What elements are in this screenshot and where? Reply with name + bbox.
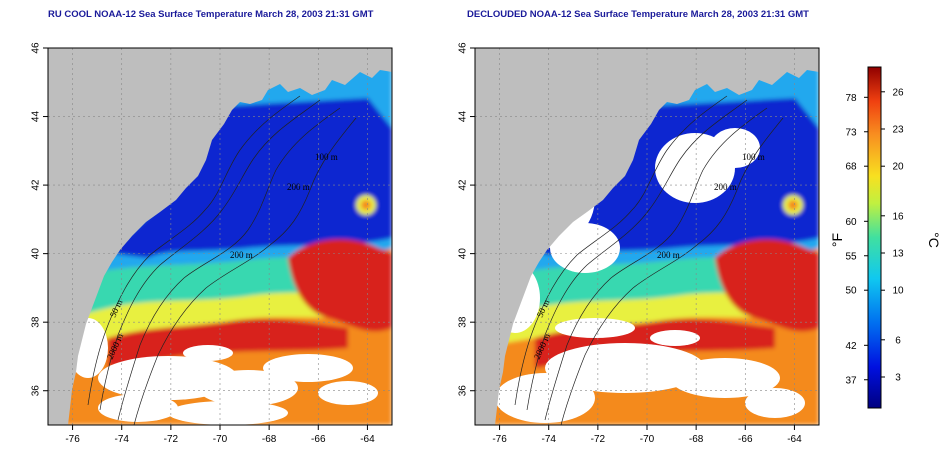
lon-tick-label: -70 bbox=[213, 434, 228, 445]
cloud-patch bbox=[650, 330, 700, 346]
celsius-tick-label: 10 bbox=[892, 286, 904, 297]
lat-tick-label: 36 bbox=[31, 385, 42, 397]
lon-tick-label: -70 bbox=[640, 434, 655, 445]
fahrenheit-tick-label: 73 bbox=[845, 127, 857, 138]
lat-tick-label: 42 bbox=[458, 179, 469, 191]
contour-label-200m-north: 200 m bbox=[287, 182, 310, 192]
colorbar: 26 23 20 16 13 10 6 3 78 73 68 60 55 50 42 37 °F °C bbox=[829, 66, 942, 409]
land-mass bbox=[48, 48, 392, 425]
left-map: 100 m 200 m 200 m 50 m 2000 m bbox=[48, 48, 392, 425]
lat-tick-label: 40 bbox=[31, 248, 42, 260]
lon-tick-label: -74 bbox=[541, 434, 556, 445]
lat-tick-label: 38 bbox=[458, 316, 469, 328]
cloud-patch bbox=[318, 381, 378, 405]
lon-tick-label: -76 bbox=[65, 434, 80, 445]
cloud-patch bbox=[710, 128, 760, 168]
lon-tick-label: -72 bbox=[591, 434, 606, 445]
lat-tick-label: 36 bbox=[458, 385, 469, 397]
cloud-patch bbox=[670, 358, 780, 398]
contour-label-100m: 100 m bbox=[315, 152, 338, 162]
celsius-tick-label: 13 bbox=[892, 249, 904, 260]
land-mass bbox=[475, 48, 819, 425]
lat-tick-label: 46 bbox=[458, 42, 469, 54]
lat-tick-label: 42 bbox=[31, 179, 42, 191]
celsius-tick-label: 26 bbox=[892, 87, 904, 98]
cloud-patch bbox=[495, 373, 595, 423]
graticule bbox=[475, 48, 819, 425]
lon-tick-label: -64 bbox=[360, 434, 375, 445]
fahrenheit-tick-label: 37 bbox=[845, 375, 857, 386]
cloud-patch bbox=[745, 388, 805, 418]
lon-tick-label: -68 bbox=[689, 434, 704, 445]
cloud-mask bbox=[68, 318, 378, 425]
lon-tick-label: -68 bbox=[262, 434, 277, 445]
lat-tick-label: 38 bbox=[31, 316, 42, 328]
lat-tick-label: 46 bbox=[31, 42, 42, 54]
cloud-patch bbox=[555, 318, 635, 338]
celsius-tick-label: 16 bbox=[892, 211, 904, 222]
colorbar-ticks: 26 23 20 16 13 10 6 3 78 73 68 60 55 50 42 37 bbox=[845, 87, 904, 386]
celsius-tick-label: 6 bbox=[895, 335, 901, 346]
celsius-tick-label: 20 bbox=[892, 162, 904, 173]
right-map-title: DECLOUDED NOAA-12 Sea Surface Temperatur… bbox=[467, 9, 809, 20]
bathymetry-contours bbox=[514, 95, 784, 425]
lon-tick-label: -66 bbox=[311, 434, 326, 445]
cloud-patch bbox=[98, 394, 178, 422]
lat-tick-label: 44 bbox=[458, 111, 469, 123]
lat-tick-label: 44 bbox=[31, 111, 42, 123]
bathymetry-contours bbox=[87, 95, 357, 425]
graticule bbox=[48, 48, 392, 425]
sst-band bbox=[108, 318, 348, 368]
colorbar-scale bbox=[867, 66, 882, 409]
lon-tick-label: -74 bbox=[114, 434, 129, 445]
sst-band bbox=[288, 239, 392, 332]
fahrenheit-tick-label: 78 bbox=[845, 93, 857, 104]
lon-tick-label: -72 bbox=[164, 434, 179, 445]
contour-label-200m-south: 200 m bbox=[230, 250, 253, 260]
lon-tick-label: -76 bbox=[492, 434, 507, 445]
fahrenheit-tick-label: 68 bbox=[845, 162, 857, 173]
fahrenheit-tick-label: 50 bbox=[845, 286, 857, 297]
contour-label-200m-north: 200 m bbox=[714, 182, 737, 192]
fahrenheit-tick-label: 42 bbox=[845, 341, 857, 352]
warm-eddy-core bbox=[788, 200, 798, 210]
cloud-patch bbox=[198, 370, 298, 406]
celsius-tick-label: 23 bbox=[892, 125, 904, 136]
sst-band bbox=[108, 98, 392, 258]
sst-band bbox=[715, 239, 819, 332]
fahrenheit-unit-label: °F bbox=[829, 233, 845, 247]
right-map: 100 m 200 m 200 m 50 m 2000 m bbox=[475, 48, 819, 425]
right-map-axes: -76 -74 -72 -70 -68 -66 -64 46 44 42 40 38 36 bbox=[458, 42, 802, 445]
fahrenheit-tick-label: 55 bbox=[845, 251, 857, 262]
contour-label-200m-south: 200 m bbox=[657, 250, 680, 260]
warm-eddy-core bbox=[361, 200, 371, 210]
celsius-unit-label: °C bbox=[926, 232, 942, 248]
celsius-tick-label: 3 bbox=[895, 373, 901, 384]
fahrenheit-tick-label: 60 bbox=[845, 217, 857, 228]
lat-tick-label: 40 bbox=[458, 248, 469, 260]
lon-tick-label: -64 bbox=[787, 434, 802, 445]
left-map-title: RU COOL NOAA-12 Sea Surface Temperature … bbox=[48, 9, 374, 20]
cloud-patch bbox=[263, 354, 353, 382]
contour-label-100m: 100 m bbox=[742, 152, 765, 162]
cloud-patch bbox=[168, 401, 288, 425]
lon-tick-label: -66 bbox=[738, 434, 753, 445]
cloud-patch bbox=[183, 345, 233, 361]
left-map-axes: -76 -74 -72 -70 -68 -66 -64 46 44 42 40 38 36 bbox=[31, 42, 375, 445]
